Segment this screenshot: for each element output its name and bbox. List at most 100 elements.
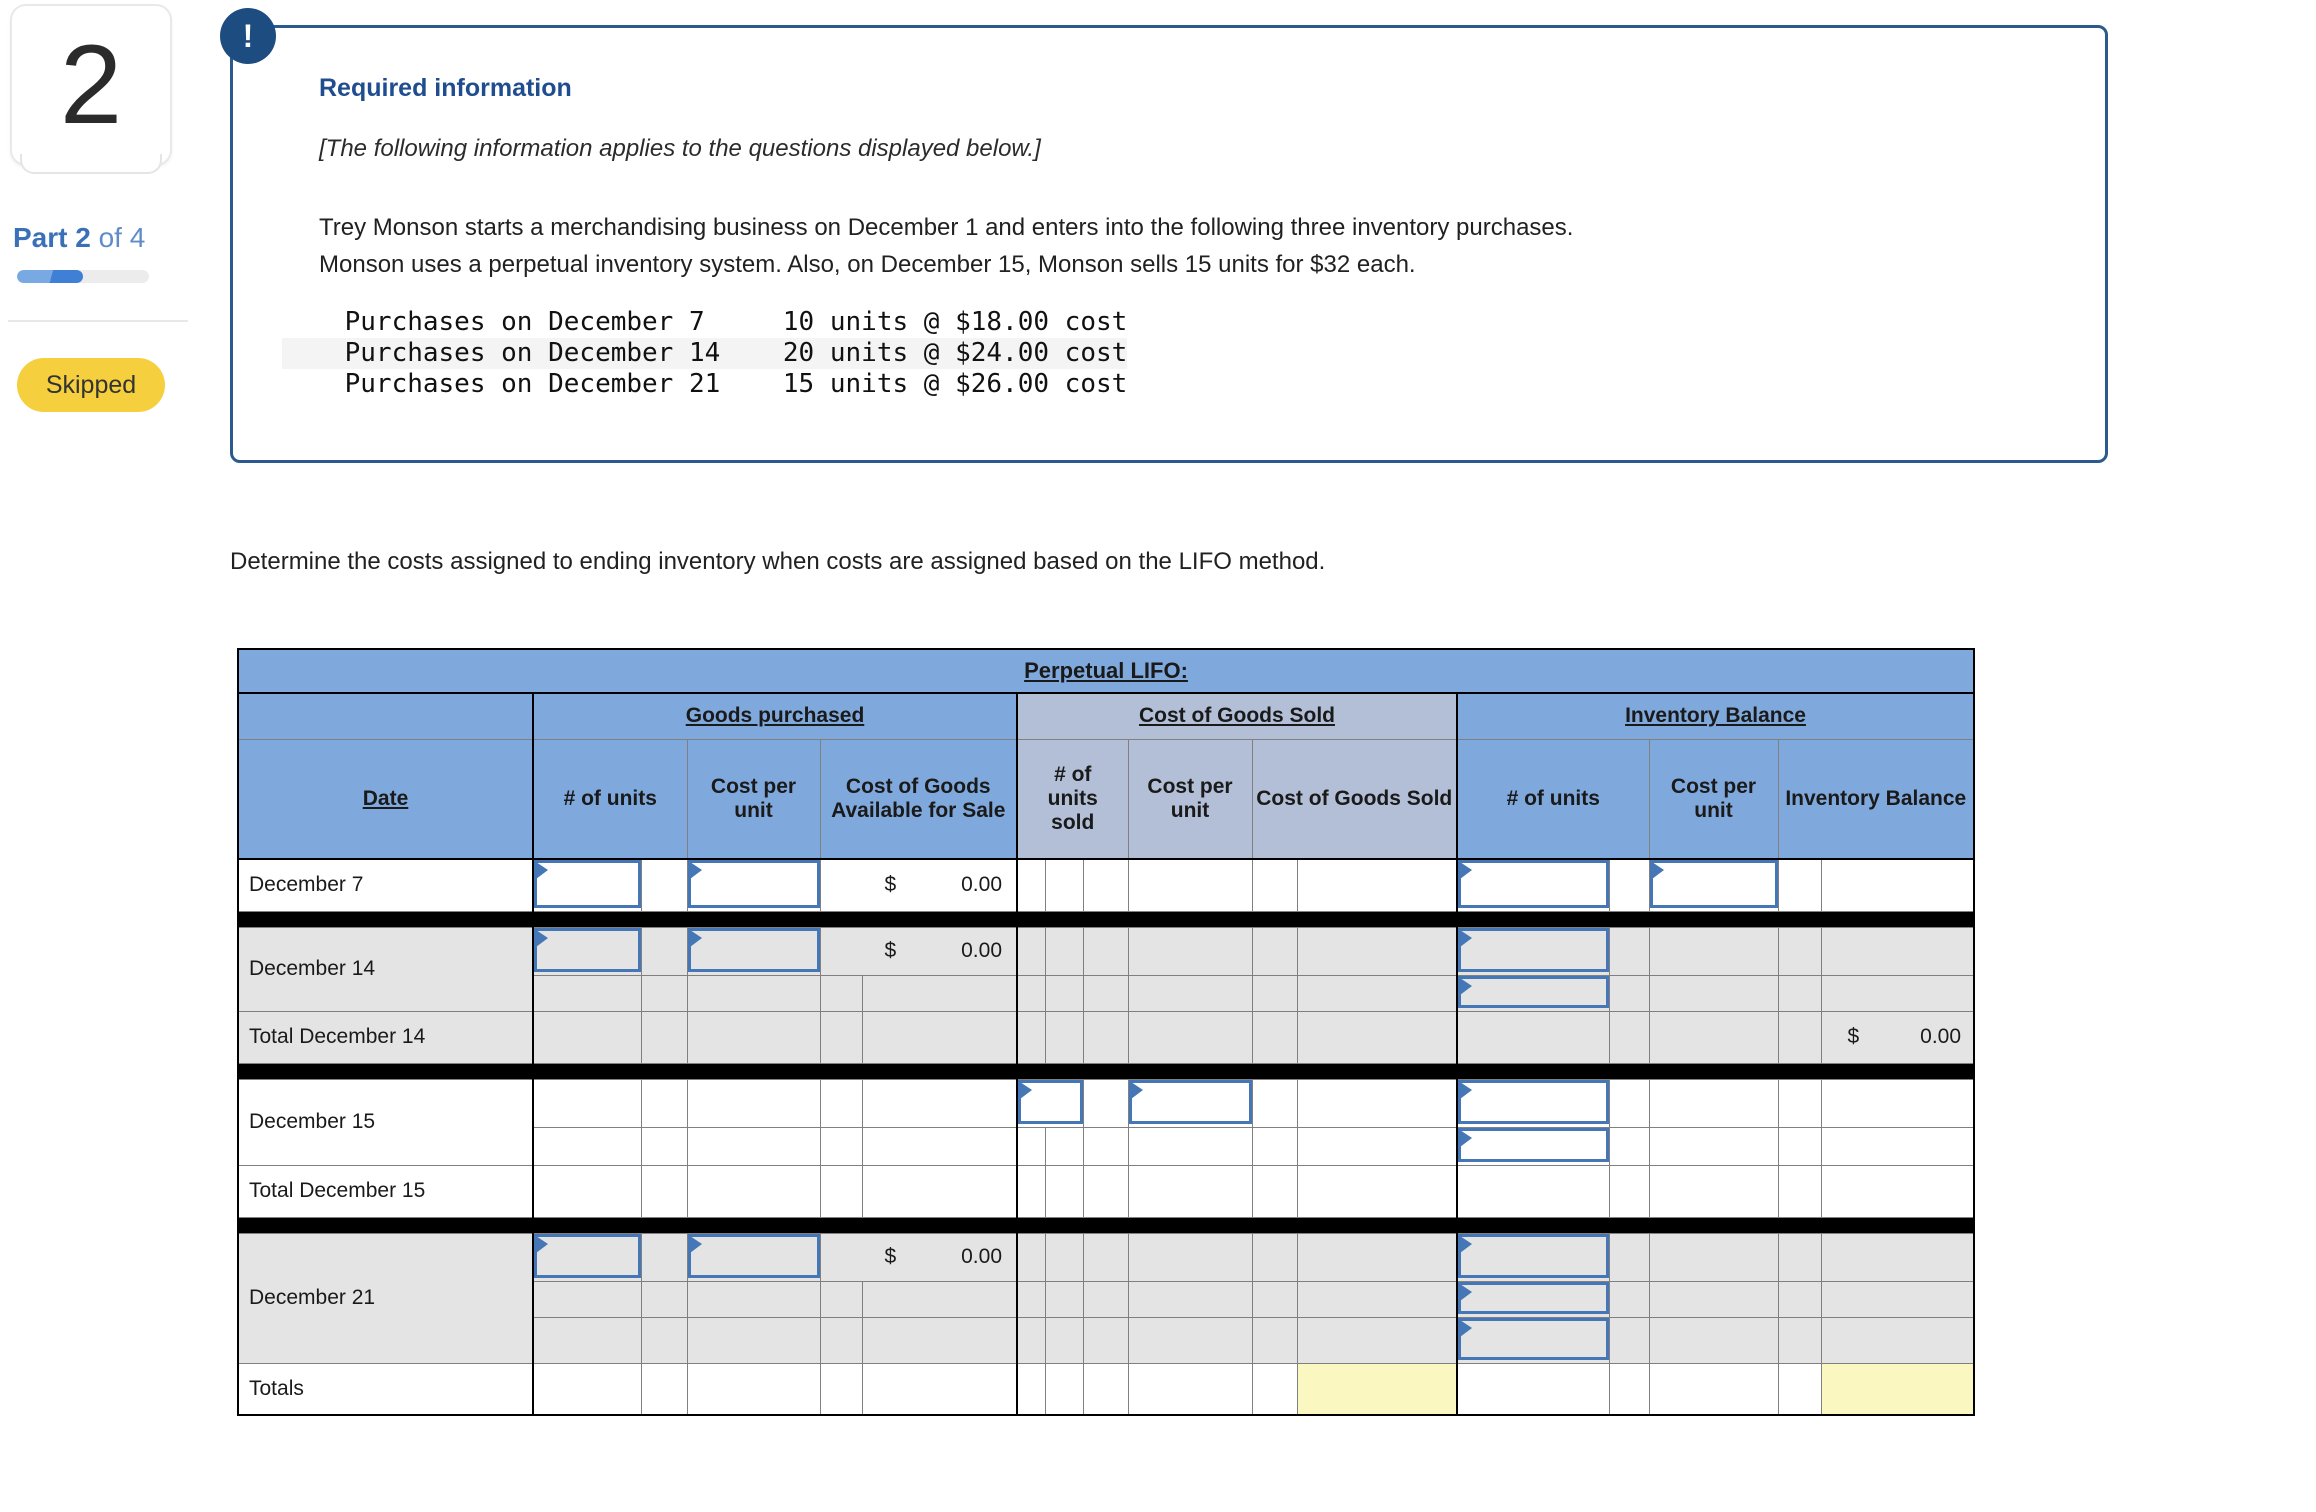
grid-cell	[1016, 1010, 1046, 1064]
grid-cell	[1082, 1164, 1129, 1218]
row-label-total-december-14: Total December 14	[237, 1010, 534, 1064]
grid-cell	[1296, 1126, 1458, 1166]
grid-cell	[1082, 1232, 1129, 1282]
grid-cell	[1016, 858, 1046, 912]
question-number-card[interactable]: 2	[10, 4, 172, 174]
grid-cell	[1648, 1280, 1779, 1318]
grid-cell	[1648, 1362, 1779, 1416]
totals-cost-of-goods-sold-cell[interactable]	[1296, 1362, 1458, 1416]
dec21-balance-units-input-1[interactable]	[1458, 1234, 1608, 1278]
dec15-balance-units-input-2[interactable]	[1458, 1128, 1608, 1162]
grid-cell	[640, 1316, 688, 1364]
grid-cell	[686, 1010, 821, 1064]
grid-cell	[640, 1232, 688, 1282]
grid-cell	[1044, 858, 1084, 912]
grid-cell	[819, 1126, 863, 1166]
dec21-balance-units-cell-3	[1456, 1316, 1610, 1364]
grid-cell	[532, 1164, 642, 1218]
section-goods-purchased: Goods purchased	[532, 692, 1018, 740]
grid-cell	[1777, 1362, 1822, 1416]
grid-cell	[1127, 1010, 1253, 1064]
dec7-cost-per-unit-input[interactable]	[688, 860, 819, 908]
currency-symbol: $	[884, 1245, 897, 1268]
grid-cell	[1648, 1164, 1779, 1218]
row-separator	[238, 911, 1975, 927]
grid-cell	[686, 1078, 821, 1128]
dec14-balance-units-input-2[interactable]	[1458, 976, 1608, 1008]
grid-cell	[819, 1078, 863, 1128]
col-header-cost-per-unit-sold: Cost per unit	[1127, 738, 1253, 860]
grid-cell	[532, 1078, 642, 1128]
grid-cell	[1820, 1078, 1975, 1128]
grid-cell	[1296, 1164, 1458, 1218]
dec21-units-purchased-cell	[532, 1232, 642, 1282]
dec21-balance-units-input-2[interactable]	[1458, 1282, 1608, 1314]
grid-cell	[1251, 1164, 1298, 1218]
dec7-cogs-available-cell: $0.00	[819, 858, 1018, 912]
grid-cell	[1082, 1078, 1129, 1128]
grid-cell	[861, 1010, 1018, 1064]
dec15-units-sold-input[interactable]	[1018, 1080, 1082, 1124]
grid-cell	[1016, 1164, 1046, 1218]
dec7-balance-cost-per-unit-input[interactable]	[1650, 860, 1777, 908]
row-label-december-14: December 14	[237, 926, 534, 1012]
grid-cell	[861, 1164, 1018, 1218]
amount-value: 0.00	[961, 873, 1002, 897]
grid-cell	[1608, 1362, 1650, 1416]
grid-cell	[1608, 1126, 1650, 1166]
grid-cell	[1082, 1316, 1129, 1364]
grid-cell	[1608, 1010, 1650, 1064]
dec15-cost-per-unit-sold-input[interactable]	[1129, 1080, 1251, 1124]
amount-value: 0.00	[961, 939, 1002, 962]
grid-cell	[1127, 1232, 1253, 1282]
col-header-cost-per-unit-purchased: Cost per unit	[686, 738, 821, 860]
grid-cell	[1820, 926, 1975, 976]
totals-inventory-balance-cell[interactable]	[1820, 1362, 1975, 1416]
row-separator	[238, 1063, 1975, 1079]
purchases-listing: Purchases on December 7 10 units @ $18.0…	[282, 307, 1128, 400]
grid-cell	[1608, 1316, 1650, 1364]
question-number: 2	[59, 22, 123, 147]
dec14-units-purchased-input[interactable]	[534, 928, 640, 972]
grid-cell	[532, 1010, 642, 1064]
grid-cell	[1777, 1316, 1822, 1364]
grid-cell	[861, 974, 1018, 1012]
grid-cell	[1648, 926, 1779, 976]
grid-cell	[1608, 926, 1650, 976]
purchase-line: Purchases on December 21 15 units @ $26.…	[282, 369, 1128, 399]
grid-cell	[819, 974, 863, 1012]
grid-cell	[686, 1362, 821, 1416]
progress-bar-fill	[17, 270, 83, 283]
dec21-units-purchased-input[interactable]	[534, 1234, 640, 1278]
dec7-units-purchased-cell	[532, 858, 642, 912]
dec14-cogs-available-cell: $0.00	[819, 926, 1018, 976]
grid-cell	[1648, 974, 1779, 1012]
grid-cell	[1082, 1362, 1129, 1416]
grid-cell	[861, 1126, 1018, 1166]
grid-cell	[1608, 1232, 1650, 1282]
grid-cell	[861, 1280, 1018, 1318]
grid-cell	[1296, 926, 1458, 976]
dec21-balance-units-input-3[interactable]	[1458, 1318, 1608, 1360]
dec21-cost-per-unit-input[interactable]	[688, 1234, 819, 1278]
col-header-units-balance: # of units	[1456, 738, 1650, 860]
dec14-cost-per-unit-input[interactable]	[688, 928, 819, 972]
total-dec14-inventory-balance-cell: $0.00	[1820, 1010, 1975, 1064]
dec7-units-purchased-input[interactable]	[534, 860, 640, 908]
dec7-balance-units-input[interactable]	[1458, 860, 1608, 908]
grid-cell	[1016, 1280, 1046, 1318]
grid-cell	[1016, 1362, 1046, 1416]
dec14-balance-units-cell-2	[1456, 974, 1610, 1012]
grid-cell	[1082, 1010, 1129, 1064]
skipped-badge: Skipped	[17, 358, 165, 412]
dec14-balance-units-input-1[interactable]	[1458, 928, 1608, 972]
dec15-balance-units-input-1[interactable]	[1458, 1080, 1608, 1124]
col-header-cost-per-unit-balance: Cost per unit	[1648, 738, 1779, 860]
grid-cell	[1251, 1316, 1298, 1364]
grid-cell	[686, 974, 821, 1012]
grid-cell	[640, 1126, 688, 1166]
grid-cell	[1820, 974, 1975, 1012]
grid-cell	[1648, 1316, 1779, 1364]
grid-cell	[819, 1280, 863, 1318]
